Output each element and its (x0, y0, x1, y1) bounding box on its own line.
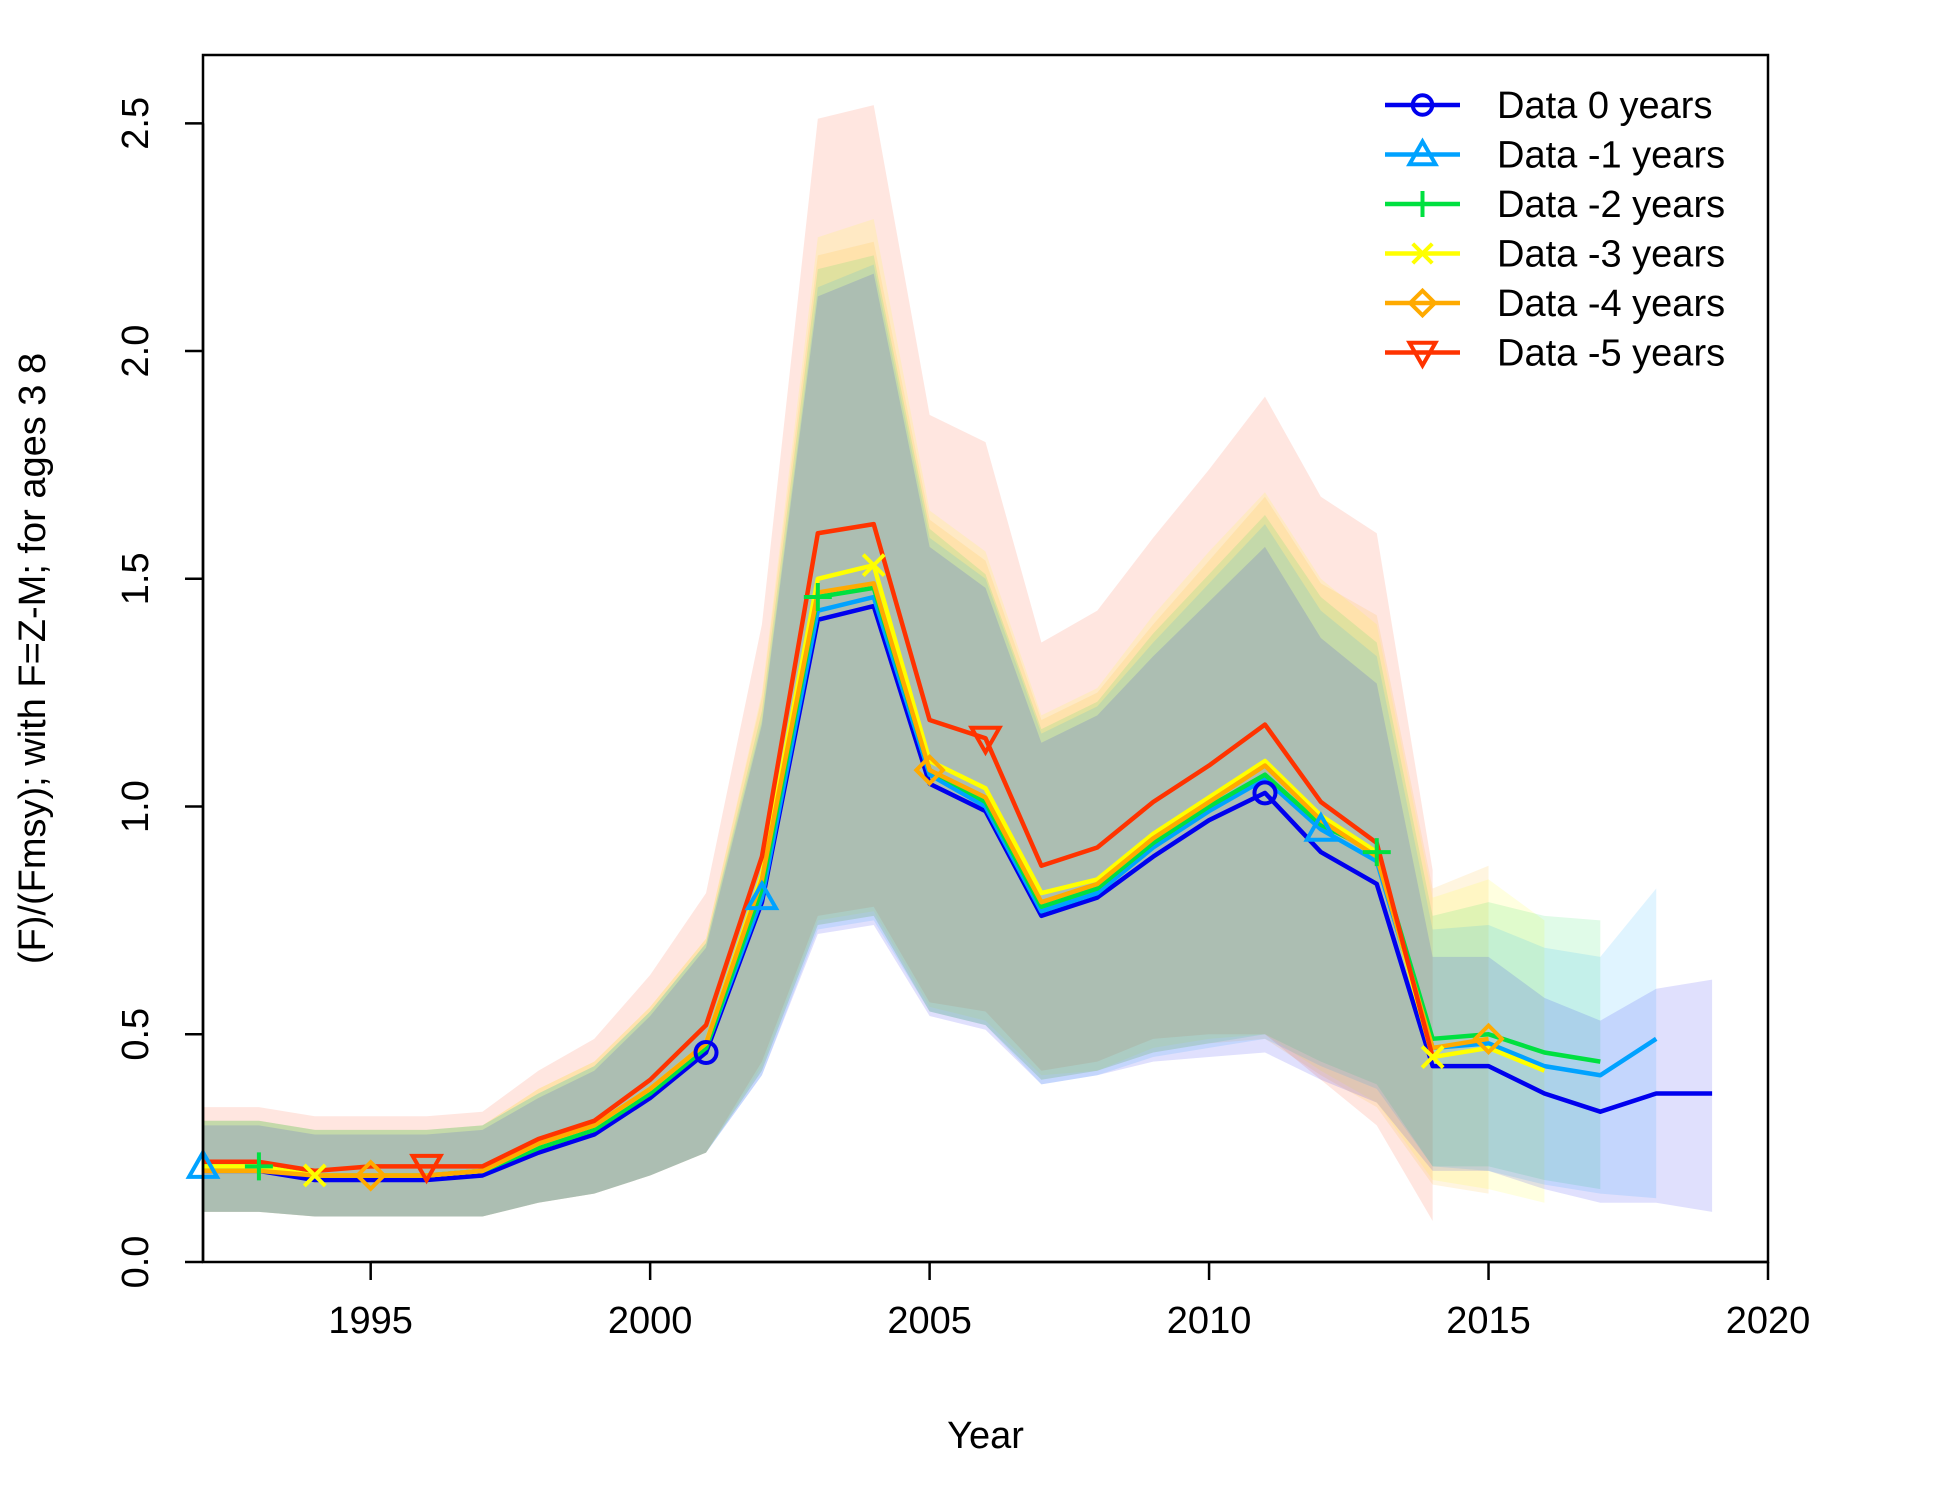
x-tick-label: 2015 (1446, 1300, 1531, 1342)
series-markers-4 (354, 753, 1505, 1192)
y-tick-label: 2.5 (115, 97, 157, 150)
x-axis: 1995 2000 2005 2010 2015 2020 (328, 1260, 1811, 1342)
marker-plus (244, 1152, 273, 1181)
series-markers-0 (693, 780, 1278, 1065)
legend-label: Data -2 years (1497, 184, 1725, 226)
marker-circle (693, 1039, 719, 1065)
series-markers-5 (409, 725, 1003, 1185)
marker-diamond (1472, 1022, 1505, 1055)
marker-cross (1411, 242, 1434, 265)
x-tick-label: 2010 (1167, 1300, 1252, 1342)
marker-triangle-down (1406, 340, 1439, 370)
legend-item: Data -5 years (1385, 333, 1725, 375)
y-tick-label: 1.5 (115, 552, 157, 605)
series-markers-3 (302, 553, 1445, 1188)
x-tick-label: 2000 (608, 1300, 693, 1342)
band-1 (203, 264, 1657, 1217)
marker-plus (1409, 191, 1436, 217)
y-axis-title: (F)/(Fmsy); with F=Z-M; for ages 3 8 (12, 353, 54, 964)
series-line-5 (203, 521, 1435, 1174)
legend-item: Data -3 years (1385, 234, 1725, 276)
y-axis: 0.0 0.5 1.0 1.5 2.0 2.5 (115, 97, 205, 1289)
legend-label: Data -4 years (1497, 283, 1725, 325)
marker-triangle (1406, 137, 1439, 167)
band-4 (203, 241, 1489, 1217)
legend-label: Data -3 years (1497, 234, 1725, 276)
legend-label: Data -1 years (1497, 135, 1725, 177)
marker-diamond (913, 753, 946, 787)
band-3 (203, 218, 1545, 1217)
legend-item: Data -1 years (1385, 135, 1725, 177)
legend-label: Data 0 years (1497, 85, 1712, 127)
marker-triangle (1303, 811, 1339, 842)
series-markers-2 (244, 583, 1391, 1181)
y-tick-label: 1.0 (115, 780, 157, 833)
marker-circle (1252, 780, 1278, 806)
marker-plus (803, 583, 832, 612)
marker-cross (1420, 1045, 1445, 1069)
series-line-0 (203, 603, 1713, 1183)
confidence-bands (203, 105, 1713, 1222)
series-lines (203, 521, 1713, 1183)
marker-triangle (744, 879, 780, 911)
x-axis-title: Year (947, 1415, 1024, 1457)
x-tick-label: 2005 (887, 1300, 972, 1342)
marker-circle (1410, 93, 1435, 117)
y-tick-label: 2.0 (115, 325, 157, 378)
marker-cross (861, 553, 886, 578)
x-tick-label: 2020 (1726, 1300, 1811, 1342)
legend-label: Data -5 years (1497, 333, 1725, 375)
legend: Data 0 years Data -1 years Data -2 years Da… (1385, 85, 1725, 375)
legend-item: Data -4 years (1385, 283, 1725, 325)
marker-diamond (354, 1159, 387, 1192)
y-tick-label: 0.0 (115, 1236, 157, 1289)
marker-plus (1362, 838, 1391, 867)
band-5 (203, 105, 1433, 1222)
marker-cross (302, 1163, 327, 1188)
legend-item: Data 0 years (1385, 85, 1712, 127)
marker-triangle-down (409, 1153, 445, 1185)
y-tick-label: 0.5 (115, 1008, 157, 1061)
marker-triangle-down (968, 725, 1003, 757)
band-0 (203, 273, 1713, 1217)
legend-item: Data -2 years (1385, 184, 1725, 226)
series-line-4 (203, 581, 1489, 1178)
x-tick-label: 1995 (328, 1300, 413, 1342)
band-2 (203, 255, 1601, 1217)
marker-diamond (1407, 287, 1438, 319)
